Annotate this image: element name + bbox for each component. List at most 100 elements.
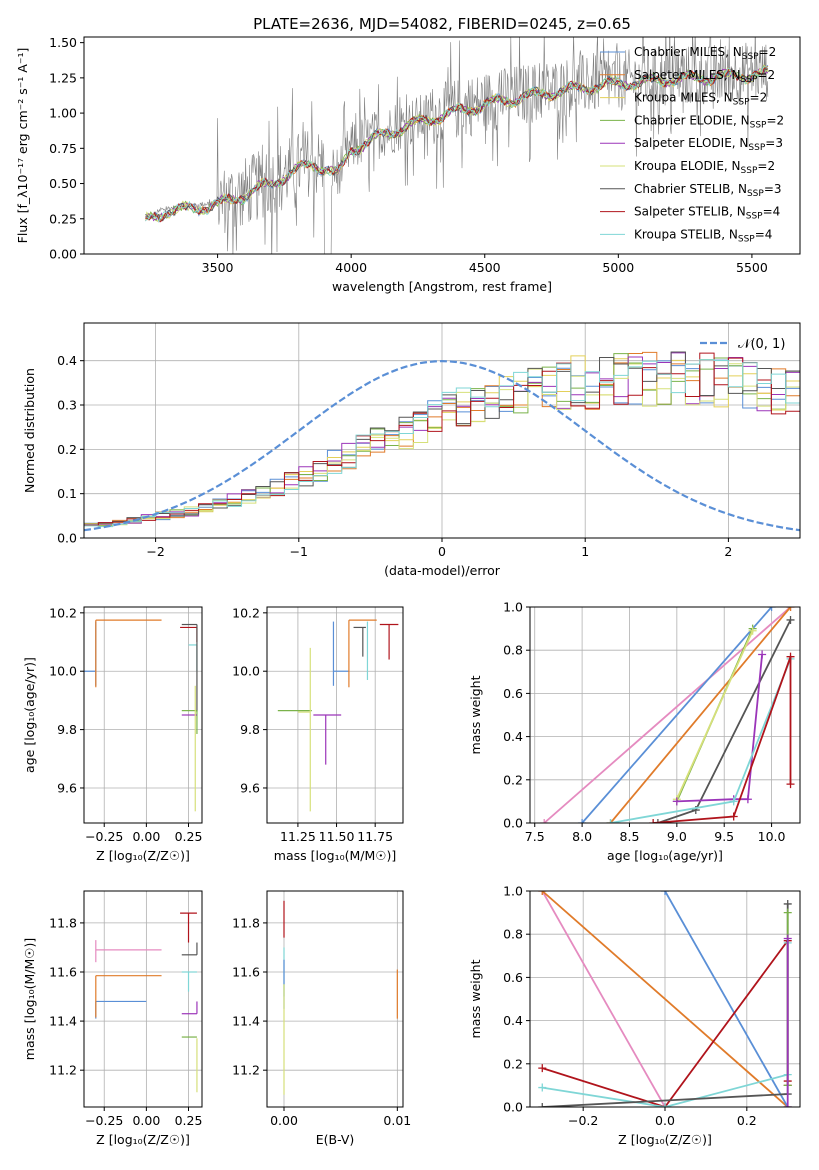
legend: 𝒩(0, 1) bbox=[700, 337, 785, 352]
model-spectrum-line bbox=[145, 66, 769, 223]
x-tick-label: 5000 bbox=[602, 260, 634, 275]
chart-z-mass: −0.25 0.00 0.25 11.2 11.4 11.6 11.8 Z [log₁₀(Z/… bbox=[22, 890, 203, 1147]
y-tick-label: 0.25 bbox=[49, 211, 77, 226]
legend-label-subscript: SSP bbox=[733, 98, 750, 108]
y-tick-label: 11.2 bbox=[232, 1063, 260, 1078]
data-spectrum-line bbox=[145, 37, 769, 254]
y-tick-label: 0.4 bbox=[503, 1013, 523, 1028]
y-tick-label: 1.25 bbox=[49, 70, 77, 85]
plot-area bbox=[95, 912, 198, 1093]
x-axis-label: (data-model)/error bbox=[384, 563, 501, 578]
y-tick-label: 0.3 bbox=[57, 398, 77, 413]
axes-frame bbox=[83, 606, 203, 824]
y-tick-label: 0.0 bbox=[57, 531, 77, 546]
x-tick-label: 0 bbox=[438, 544, 446, 559]
x-tick-label: 9.5 bbox=[714, 829, 734, 844]
x-tick-label: 0.00 bbox=[132, 829, 160, 844]
x-axis-label: Z [log₁₀(Z/Z☉)] bbox=[96, 1132, 190, 1147]
x-tick-label: 10.0 bbox=[758, 829, 786, 844]
weight-marker bbox=[783, 899, 792, 908]
legend-label-suffix: =2 bbox=[766, 113, 784, 127]
y-tick-label: 0.0 bbox=[503, 1100, 523, 1115]
y-tick-label: 0.1 bbox=[57, 486, 77, 501]
x-tick-label: 2 bbox=[724, 544, 732, 559]
legend-label-subscript: SSP bbox=[748, 143, 765, 153]
y-tick-label: 0.75 bbox=[49, 141, 77, 156]
x-tick-label: 5500 bbox=[736, 260, 768, 275]
y-axis-label: mass [log₁₀(M/M☉)] bbox=[22, 938, 37, 1060]
legend-label: Salpeter MILES, NSSP=2 bbox=[634, 68, 775, 85]
weight-marker bbox=[783, 908, 792, 917]
weight-marker bbox=[578, 819, 587, 823]
x-tick-label: 8.0 bbox=[572, 829, 592, 844]
weight-line bbox=[581, 607, 773, 823]
x-tick-label: 4000 bbox=[335, 260, 367, 275]
weight-marker bbox=[786, 607, 795, 611]
y-tick-label: 9.6 bbox=[57, 780, 77, 795]
weight-marker bbox=[767, 607, 776, 611]
y-tick-label: 11.8 bbox=[49, 915, 77, 930]
y-axis-label: Flux [f_λ10⁻¹⁷ erg cm⁻² s⁻¹ A⁻¹] bbox=[15, 48, 30, 244]
y-tick-label: 10.2 bbox=[49, 605, 77, 620]
legend-label-subscript: SSP bbox=[747, 189, 764, 199]
weight-marker bbox=[783, 934, 792, 943]
weight-marker bbox=[661, 1103, 669, 1107]
legend-label-subscript: SSP bbox=[746, 212, 763, 222]
plot-area bbox=[283, 900, 398, 1095]
weight-line bbox=[543, 607, 792, 823]
y-tick-label: 11.6 bbox=[232, 965, 260, 980]
y-axis-label: mass weight bbox=[468, 675, 483, 754]
weight-marker bbox=[672, 797, 681, 806]
x-tick-label: 0.00 bbox=[132, 1113, 160, 1128]
histogram-step bbox=[84, 363, 800, 526]
legend-label: Chabrier STELIB, NSSP=3 bbox=[634, 182, 782, 199]
axes-frame bbox=[266, 606, 404, 824]
x-axis-label: age [log₁₀(age/yr)] bbox=[607, 848, 723, 863]
legend-label: Salpeter STELIB, NSSP=4 bbox=[634, 205, 780, 222]
y-tick-label: 0.00 bbox=[49, 247, 77, 262]
x-tick-label: 9.0 bbox=[667, 829, 687, 844]
legend-label-suffix: =2 bbox=[759, 45, 777, 59]
y-tick-label: 1.0 bbox=[503, 884, 523, 899]
axes-frame bbox=[83, 36, 801, 255]
plot-area bbox=[84, 351, 800, 532]
weight-marker bbox=[783, 1103, 792, 1107]
plot-area bbox=[277, 619, 399, 812]
legend-label: 𝒩(0, 1) bbox=[738, 337, 785, 352]
weight-marker bbox=[758, 650, 767, 659]
legend-label: Chabrier MILES, NSSP=2 bbox=[634, 45, 776, 62]
plot-area bbox=[84, 619, 198, 812]
x-tick-label: −2 bbox=[146, 544, 164, 559]
chart-ebv-mass: 0.00 0.01 11.2 11.4 11.6 11.8 E(B-V) bbox=[232, 890, 411, 1147]
y-tick-label: 11.4 bbox=[232, 1014, 260, 1029]
weight-line bbox=[664, 891, 789, 1107]
weight-marker bbox=[748, 626, 757, 635]
y-tick-label: 10.0 bbox=[232, 664, 260, 679]
y-tick-label: 11.8 bbox=[232, 915, 260, 930]
legend-label: Chabrier ELODIE, NSSP=2 bbox=[634, 113, 784, 130]
legend-label-suffix: =2 bbox=[757, 159, 775, 173]
axes-frame bbox=[266, 890, 404, 1108]
legend-label-subscript: SSP bbox=[738, 234, 755, 244]
y-axis-label: mass weight bbox=[468, 959, 483, 1038]
legend-label-suffix: =2 bbox=[757, 68, 775, 82]
weight-marker bbox=[538, 1103, 547, 1107]
x-tick-label: 1 bbox=[581, 544, 589, 559]
legend-label-subscript: SSP bbox=[741, 75, 758, 85]
y-tick-label: 11.4 bbox=[49, 1014, 77, 1029]
legend-label-suffix: =3 bbox=[764, 182, 782, 196]
axes-frame bbox=[83, 890, 203, 1108]
weight-marker bbox=[538, 1064, 547, 1073]
legend-label-suffix: =2 bbox=[750, 91, 768, 105]
histogram-step bbox=[84, 355, 800, 527]
model-spectrum-line bbox=[145, 66, 769, 223]
x-tick-label: −0.25 bbox=[85, 829, 123, 844]
x-tick-label: 0.00 bbox=[270, 1113, 298, 1128]
weight-marker bbox=[729, 812, 738, 821]
chart-residuals: −2 −1 0 1 2 0.0 0.1 0.2 0.3 0.4 (data-model)/error… bbox=[22, 322, 801, 578]
x-axis-label: mass [log₁₀(M/M☉)] bbox=[274, 848, 396, 863]
normal-curve bbox=[84, 359, 800, 532]
y-axis-label: age [log₁₀(age/yr)] bbox=[22, 657, 37, 773]
y-tick-label: 0.8 bbox=[503, 643, 523, 658]
x-axis-label: Z [log₁₀(Z/Z☉)] bbox=[96, 848, 190, 863]
